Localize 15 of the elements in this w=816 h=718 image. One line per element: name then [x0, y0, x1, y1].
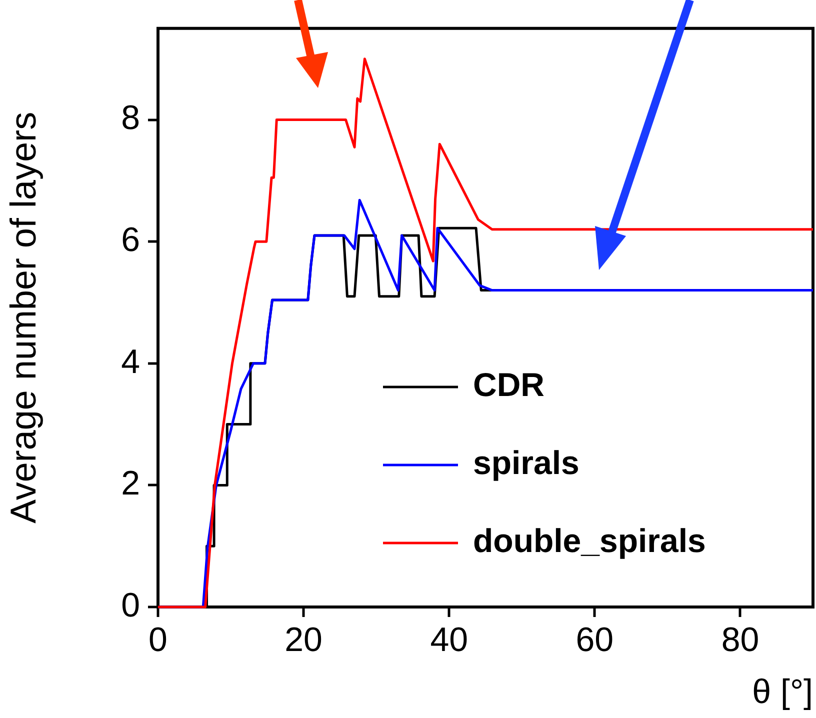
y-tick-label: 4	[121, 342, 140, 381]
y-axis-title: Average number of layers	[2, 112, 44, 524]
legend-label: double_spirals	[473, 522, 706, 560]
legend-label: CDR	[473, 366, 545, 404]
x-tick-label: 60	[576, 620, 614, 659]
x-tick-label: 20	[284, 620, 322, 659]
x-axis-title: θ [°]	[752, 672, 813, 711]
y-tick-label: 8	[121, 99, 140, 138]
x-tick-label: 0	[148, 620, 168, 659]
x-tick-label: 80	[721, 620, 760, 659]
y-tick-label: 0	[121, 586, 140, 624]
y-tick-label: 2	[121, 464, 140, 503]
legend-label: spirals	[473, 444, 580, 482]
x-tick-label: 40	[430, 620, 468, 659]
y-tick-label: 6	[121, 220, 140, 259]
